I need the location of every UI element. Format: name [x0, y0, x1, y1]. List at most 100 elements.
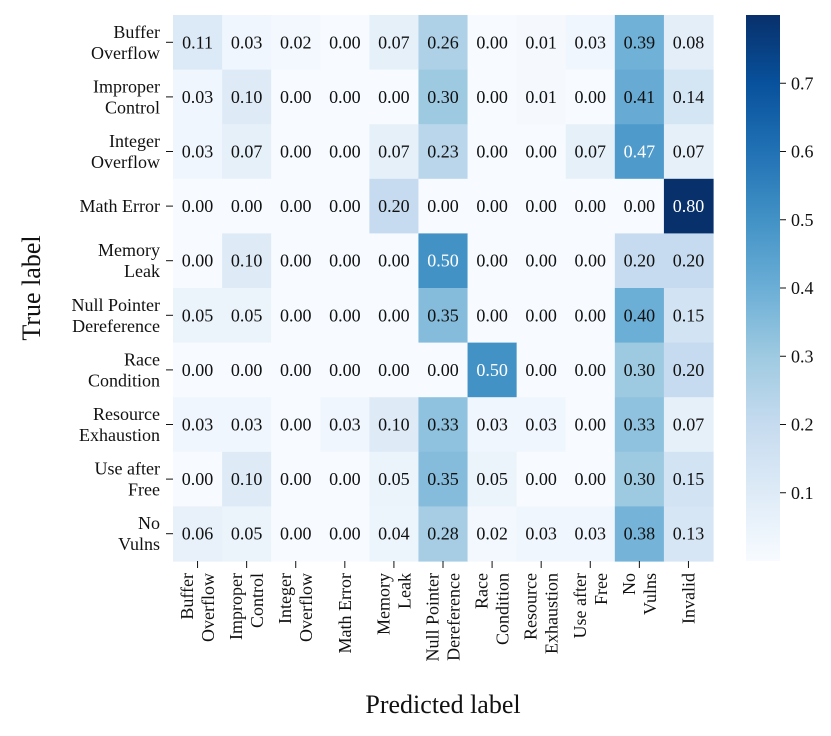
cell-value-label: 0.00 [378, 305, 410, 325]
cell-value-label: 0.00 [329, 524, 361, 544]
x-tick-label: Null PointerDereference [423, 573, 464, 662]
y-tick-label: Memory Leak [98, 240, 160, 281]
cell-value-label: 0.06 [182, 524, 214, 544]
cell-value-label: 0.00 [231, 196, 263, 216]
x-tick-label: BufferOverflow [177, 573, 218, 642]
cell-value-label: 0.01 [525, 87, 557, 107]
cell-value-label: 0.41 [624, 87, 656, 107]
cell-value-label: 0.00 [280, 360, 312, 380]
cell-value-label: 0.02 [476, 524, 508, 544]
cell-value-label: 0.03 [525, 524, 557, 544]
cell-value-label: 0.10 [378, 415, 410, 435]
cell-value-label: 0.00 [280, 142, 312, 162]
cell-value-label: 0.07 [673, 415, 705, 435]
cell-value-label: 0.00 [378, 360, 410, 380]
cell-value-label: 0.00 [329, 142, 361, 162]
cell-value-label: 0.20 [673, 251, 705, 271]
x-tick-label: ResourceExhaustion [521, 573, 562, 654]
cell-value-label: 0.00 [378, 251, 410, 271]
cell-value-label: 0.00 [575, 305, 607, 325]
cell-value-label: 0.05 [231, 305, 263, 325]
cell-value-label: 0.00 [525, 469, 557, 489]
confusion-matrix-chart: 0.11 0.03 0.02 0.00 0.07 0.26 0.00 0.01 0.03 0.39… [0, 0, 831, 736]
y-tick-label: Buffer Overflow [91, 22, 160, 63]
y-tick-label: Math Error [80, 196, 160, 216]
cell-value-label: 0.07 [378, 32, 410, 52]
cell-value-label: 0.05 [182, 305, 214, 325]
cell-value-label: 0.00 [280, 87, 312, 107]
cell-value-label: 0.00 [329, 196, 361, 216]
cell-value-label: 0.07 [575, 142, 607, 162]
cell-value-label: 0.00 [525, 251, 557, 271]
cell-value-label: 0.03 [182, 415, 214, 435]
y-tick-label: Resource Exhaustion [79, 404, 160, 445]
x-tick-label: Invalid [678, 573, 698, 624]
cell-value-label: 0.30 [624, 469, 656, 489]
cell-value-label: 0.00 [525, 305, 557, 325]
cell-value-label: 0.00 [476, 32, 508, 52]
cell-value-label: 0.00 [476, 196, 508, 216]
cell-value-label: 0.00 [182, 251, 214, 271]
colorbar-tick-label: 0.7 [791, 73, 814, 93]
cell-value-label: 0.00 [525, 196, 557, 216]
y-tick-label: Null Pointer Dereference [72, 295, 161, 336]
y-tick-label: Integer Overflow [91, 131, 160, 172]
x-tick-label: RaceCondition [472, 573, 513, 645]
cell-value-label: 0.03 [182, 87, 214, 107]
cell-value-label: 0.02 [280, 32, 312, 52]
y-axis: Buffer Overflow Improper Control Integer Over… [72, 22, 174, 554]
cell-value-label: 0.00 [575, 469, 607, 489]
x-axis: BufferOverflow ImproperControl IntegerOver… [177, 561, 698, 662]
cell-value-label: 0.20 [673, 360, 705, 380]
cell-value-label: 0.20 [624, 251, 656, 271]
cell-value-label: 0.40 [624, 305, 656, 325]
cell-value-label: 0.28 [427, 524, 459, 544]
cell-value-label: 0.26 [427, 32, 459, 52]
cell-value-label: 0.00 [476, 251, 508, 271]
cell-value-label: 0.03 [231, 415, 263, 435]
cell-value-label: 0.00 [280, 305, 312, 325]
cell-value-label: 0.00 [329, 251, 361, 271]
y-tick-label: Improper Control [93, 76, 160, 117]
cell-value-label: 0.00 [476, 142, 508, 162]
colorbar-tick-label: 0.3 [791, 346, 814, 366]
cell-value-label: 0.03 [329, 415, 361, 435]
cell-value-label: 0.00 [329, 87, 361, 107]
cell-value-label: 0.14 [673, 87, 705, 107]
cell-value-label: 0.00 [525, 360, 557, 380]
cell-value-label: 0.33 [624, 415, 656, 435]
cell-value-label: 0.00 [378, 87, 410, 107]
cell-value-label: 0.20 [378, 196, 410, 216]
cell-value-label: 0.80 [673, 196, 705, 216]
colorbar-tick-label: 0.6 [791, 142, 814, 162]
cell-value-label: 0.47 [624, 142, 656, 162]
cell-value-label: 0.00 [329, 305, 361, 325]
cell-value-label: 0.04 [378, 524, 410, 544]
x-tick-label: IntegerOverflow [275, 573, 316, 642]
cell-value-label: 0.30 [427, 87, 459, 107]
x-tick-label: MemoryLeak [373, 573, 414, 635]
x-axis-label: Predicted label [365, 690, 520, 719]
cell-value-label: 0.38 [624, 524, 656, 544]
cell-value-label: 0.05 [378, 469, 410, 489]
cell-value-label: 0.11 [182, 32, 213, 52]
cell-value-label: 0.10 [231, 251, 263, 271]
cell-value-label: 0.03 [476, 415, 508, 435]
cell-value-label: 0.01 [525, 32, 557, 52]
colorbar-tick-label: 0.4 [791, 278, 814, 298]
cell-value-label: 0.00 [182, 469, 214, 489]
cell-value-label: 0.08 [673, 32, 705, 52]
cell-value-label: 0.00 [427, 196, 459, 216]
cell-value-label: 0.50 [476, 360, 508, 380]
y-tick-label: Use after Free [95, 459, 160, 500]
colorbar-tick-label: 0.5 [791, 210, 814, 230]
cell-value-label: 0.00 [525, 142, 557, 162]
colorbar-tick-label: 0.2 [791, 415, 814, 435]
y-tick-label: Race Condition [88, 349, 160, 390]
cell-value-label: 0.39 [624, 32, 656, 52]
cell-value-label: 0.50 [427, 251, 459, 271]
cell-value-label: 0.00 [280, 415, 312, 435]
x-tick-label: ImproperControl [226, 573, 267, 640]
x-tick-label: Math Error [335, 573, 355, 653]
x-tick-label: NoVulns [619, 573, 660, 615]
